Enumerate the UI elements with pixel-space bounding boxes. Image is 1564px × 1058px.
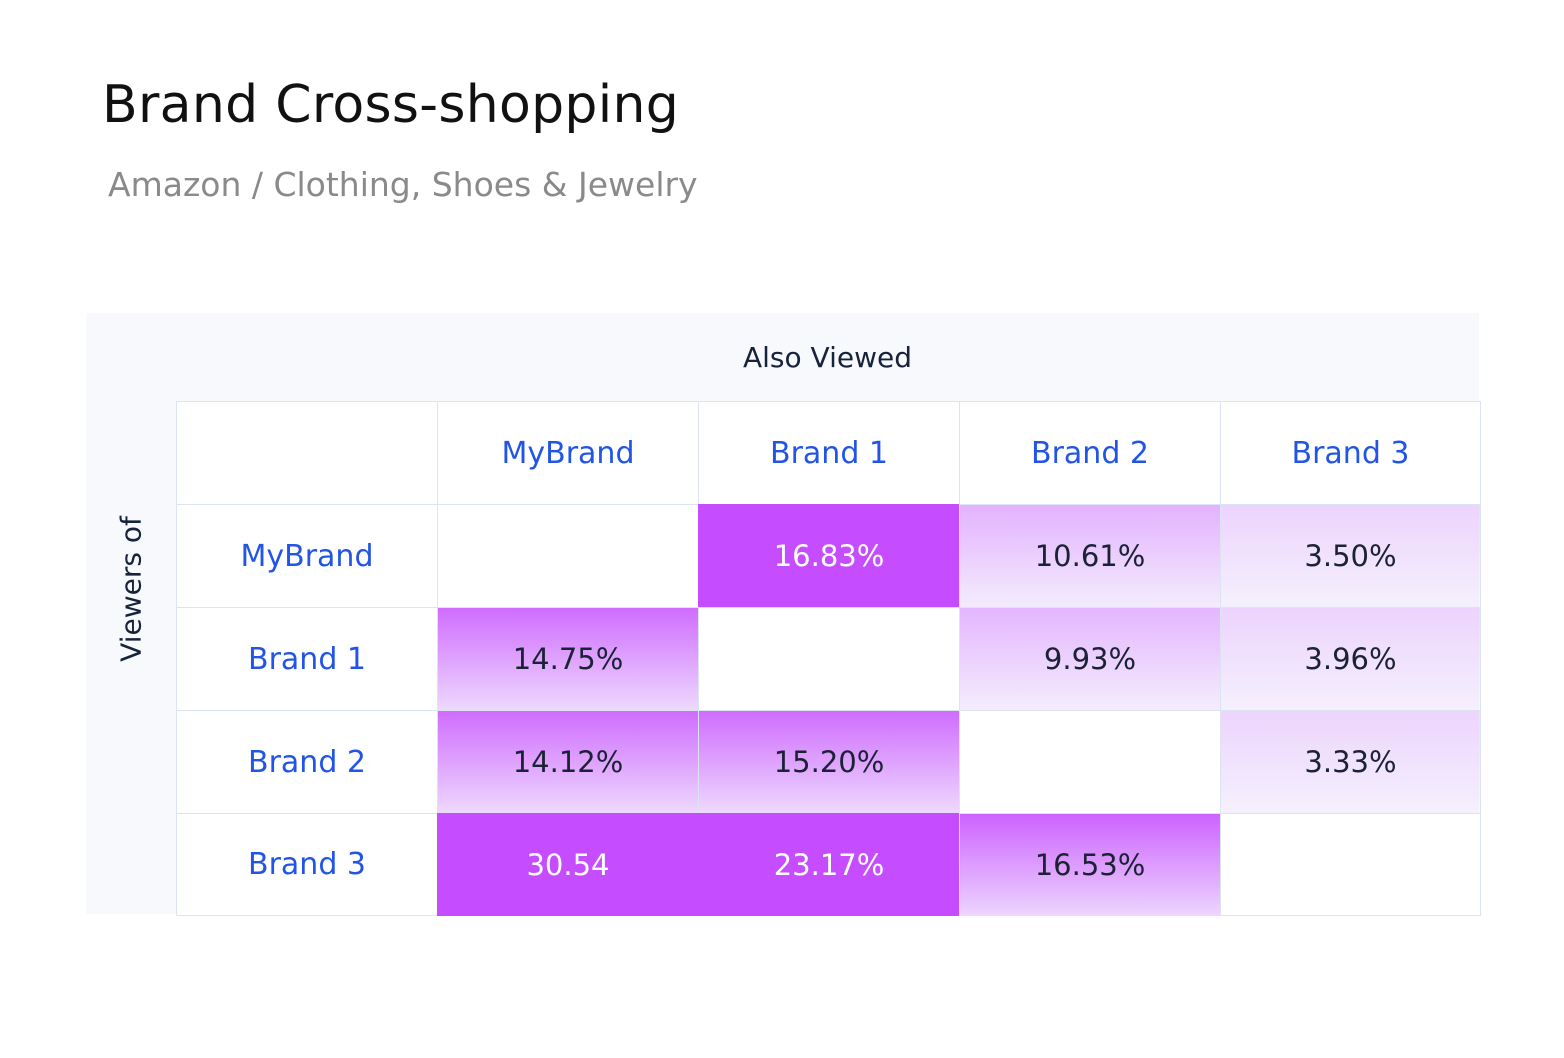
empty-cell bbox=[1220, 813, 1481, 916]
heatmap-cell: 23.17% bbox=[698, 813, 960, 916]
row-header: Brand 2 bbox=[176, 710, 438, 814]
column-axis-label: Also Viewed bbox=[743, 340, 912, 374]
heatmap-cell: 30.54 bbox=[437, 813, 699, 916]
heatmap-cell: 3.33% bbox=[1220, 710, 1481, 814]
row-header: Brand 1 bbox=[176, 607, 438, 711]
heatmap-cell: 3.50% bbox=[1220, 504, 1481, 608]
empty-cell bbox=[698, 607, 960, 711]
heatmap-cell: 14.75% bbox=[437, 607, 699, 711]
corner-cell bbox=[176, 401, 438, 505]
chart-subtitle: Amazon / Clothing, Shoes & Jewelry bbox=[108, 165, 698, 204]
column-header: Brand 2 bbox=[959, 401, 1221, 505]
heatmap-cell: 16.83% bbox=[698, 504, 960, 608]
row-axis-label: Viewers of bbox=[114, 516, 148, 662]
heatmap-cell: 10.61% bbox=[959, 504, 1221, 608]
column-header: Brand 3 bbox=[1220, 401, 1481, 505]
heatmap-cell: 16.53% bbox=[959, 813, 1221, 916]
row-header: MyBrand bbox=[176, 504, 438, 608]
row-header: Brand 3 bbox=[176, 813, 438, 916]
heatmap-grid: MyBrand Brand 1 Brand 2 Brand 3 MyBrand Brand… bbox=[176, 401, 1481, 916]
heatmap-cell: 9.93% bbox=[959, 607, 1221, 711]
empty-cell bbox=[437, 504, 699, 608]
empty-cell bbox=[959, 710, 1221, 814]
heatmap-cell: 14.12% bbox=[437, 710, 699, 814]
heatmap-cell: 3.96% bbox=[1220, 607, 1481, 711]
heatmap-cell: 15.20% bbox=[698, 710, 960, 814]
column-header: MyBrand bbox=[437, 401, 699, 505]
chart-title: Brand Cross-shopping bbox=[102, 75, 680, 135]
column-header: Brand 1 bbox=[698, 401, 960, 505]
